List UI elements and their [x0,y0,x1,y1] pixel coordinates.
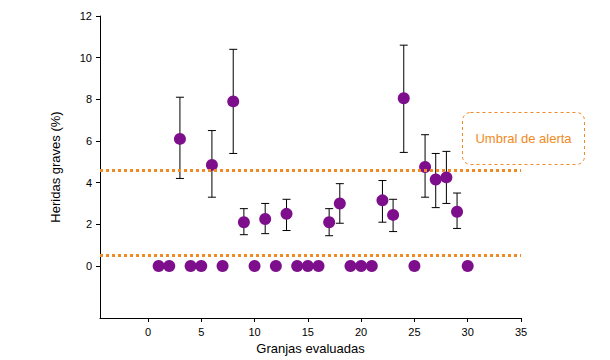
svg-text:0: 0 [145,326,151,338]
svg-text:10: 10 [248,326,260,338]
svg-text:Heridas graves (%): Heridas graves (%) [48,111,63,222]
svg-text:8: 8 [86,93,92,105]
svg-text:Umbral de alerta: Umbral de alerta [475,131,572,146]
svg-text:0: 0 [86,260,92,272]
svg-text:12: 12 [80,10,92,22]
svg-text:20: 20 [355,326,367,338]
svg-text:10: 10 [80,52,92,64]
svg-text:15: 15 [302,326,314,338]
svg-text:25: 25 [408,326,420,338]
svg-text:35: 35 [515,326,527,338]
svg-text:30: 30 [462,326,474,338]
svg-text:Granjas evaluadas: Granjas evaluadas [256,341,365,356]
svg-text:6: 6 [86,135,92,147]
svg-text:2: 2 [86,218,92,230]
svg-text:4: 4 [86,177,92,189]
svg-text:5: 5 [198,326,204,338]
